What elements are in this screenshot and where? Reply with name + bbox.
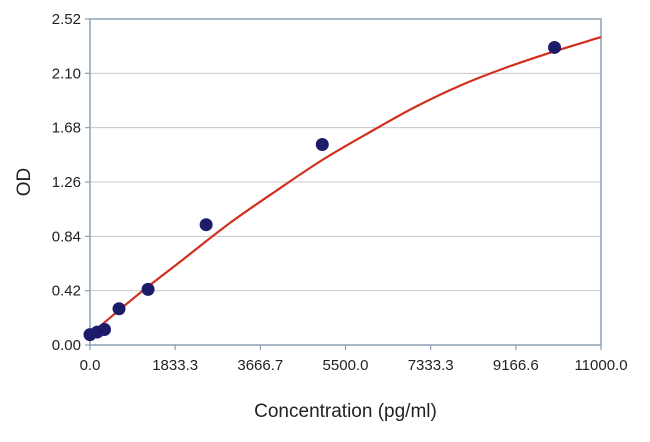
y-axis-title: OD xyxy=(14,168,35,197)
data-point xyxy=(141,282,155,296)
y-tick-label: 0.42 xyxy=(52,283,81,300)
y-axis-ticks: 0.00 0.42 0.84 1.26 1.68 2.10 2.52 xyxy=(52,11,90,354)
x-tick-label: 5500.0 xyxy=(323,357,369,374)
data-point xyxy=(112,302,126,316)
fit-curve xyxy=(89,36,602,336)
y-tick-label: 2.10 xyxy=(52,65,81,82)
x-axis-ticks: 0.0 1833.3 3666.7 5500.0 7333.3 9166.6 11000.0 xyxy=(80,345,628,374)
data-point xyxy=(315,137,329,151)
x-tick-label: 11000.0 xyxy=(574,357,627,374)
data-point xyxy=(199,218,213,232)
x-tick-label: 3666.7 xyxy=(237,357,283,374)
data-point xyxy=(97,322,111,336)
data-points xyxy=(83,40,562,342)
x-tick-label: 1833.3 xyxy=(152,357,198,374)
grid-lines xyxy=(90,72,601,292)
x-axis-title: Concentration (pg/ml) xyxy=(254,401,437,422)
y-tick-label: 1.26 xyxy=(52,174,81,191)
y-tick-label: 0.00 xyxy=(52,337,81,354)
x-tick-label: 7333.3 xyxy=(408,357,454,374)
x-tick-label: 0.0 xyxy=(80,357,101,374)
data-point xyxy=(548,40,562,54)
x-tick-label: 9166.6 xyxy=(493,357,539,374)
y-tick-label: 2.52 xyxy=(52,11,81,28)
y-tick-label: 0.84 xyxy=(52,228,81,245)
y-tick-label: 1.68 xyxy=(52,120,81,137)
